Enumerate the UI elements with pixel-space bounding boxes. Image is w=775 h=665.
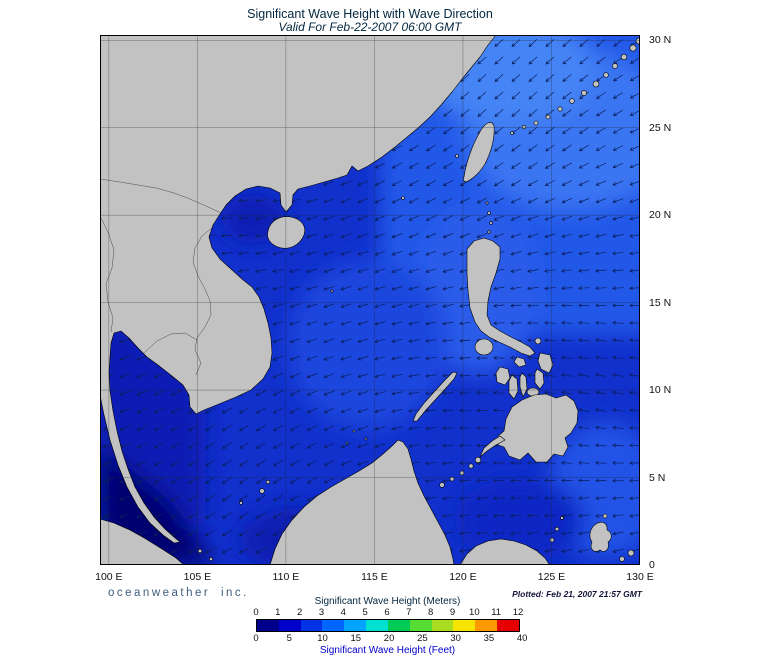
island-mindoro <box>474 338 494 356</box>
land-layer <box>100 35 640 565</box>
lat-lon-grid <box>100 35 640 565</box>
feet-tick-label: 10 <box>317 633 328 644</box>
meters-tick-label: 11 <box>491 607 502 618</box>
colorbar-segment <box>344 620 367 631</box>
lat-tick-label: 10 N <box>649 384 672 397</box>
chart-title: Significant Wave Height with Wave Direct… <box>247 7 493 21</box>
lon-tick-label: 125 E <box>537 571 566 583</box>
meters-tick-label: 6 <box>384 607 390 618</box>
feet-tick-label: 0 <box>253 633 259 644</box>
feet-tick-label: 40 <box>516 633 528 644</box>
lon-tick-label: 130 E <box>626 571 654 583</box>
colorbar-segment <box>409 620 432 631</box>
mainland-asia <box>100 35 497 544</box>
lat-tick-label: 30 N <box>649 34 672 47</box>
colorbar-segment <box>431 620 454 631</box>
colorbar-segment <box>366 620 388 631</box>
feet-tick-label: 30 <box>450 633 461 644</box>
feet-tick-label: 35 <box>483 633 495 644</box>
oceanweather-logo: oceanweather inc. <box>108 587 249 599</box>
lat-tick-label: 25 N <box>649 121 672 134</box>
colorbar-segment <box>387 620 410 631</box>
colorbar-segment <box>257 620 279 631</box>
colorbar-segment <box>497 620 519 631</box>
map-frame <box>100 35 640 565</box>
meters-tick-label: 3 <box>318 607 325 618</box>
island-borneo <box>269 439 455 565</box>
island-palawan <box>412 371 458 422</box>
lon-tick-label: 110 E <box>272 571 300 583</box>
wave-map-svg <box>100 35 640 565</box>
island-samar <box>537 352 554 374</box>
feet-tick-label: 25 <box>417 633 428 644</box>
feet-tick-label: 5 <box>286 633 292 644</box>
island-cebu <box>519 372 528 398</box>
island-panay <box>495 366 511 386</box>
meters-tick-label: 5 <box>362 607 368 618</box>
island-mindanao <box>497 393 579 463</box>
legend-feet-label: Significant Wave Height (Feet) <box>319 645 456 656</box>
meters-tick-label: 1 <box>275 607 281 618</box>
colorbar-segment <box>300 620 323 631</box>
meters-tick-label: 12 <box>512 607 524 618</box>
lat-tick-label: 20 N <box>649 209 672 222</box>
island-taiwan <box>463 122 495 183</box>
lon-tick-label: 115 E <box>361 571 388 583</box>
map-canvas <box>100 35 640 565</box>
colorbar-segment <box>322 620 345 631</box>
island-halmahera <box>589 521 612 552</box>
meters-tick-label: 10 <box>469 607 480 618</box>
lon-tick-label: 100 E <box>95 571 123 583</box>
meters-tick-label: 2 <box>297 607 303 618</box>
chart-valid-time: Valid For Feb-22-2007 06:00 GMT <box>278 20 462 34</box>
feet-tick-label: 20 <box>383 633 395 644</box>
zamboanga-peninsula <box>479 435 506 458</box>
meters-tick-label: 7 <box>406 607 412 618</box>
colorbar-segment <box>453 620 476 631</box>
small-islands <box>197 37 640 562</box>
lat-tick-label: 15 N <box>649 296 672 309</box>
island-catanduanes <box>534 337 542 345</box>
meters-tick-label: 8 <box>428 607 434 618</box>
colorbar-segment <box>278 620 301 631</box>
island-leyte <box>534 368 545 390</box>
lat-tick-label: 5 N <box>649 471 666 484</box>
lon-tick-label: 120 E <box>449 571 477 583</box>
lon-tick-label: 105 E <box>183 571 212 583</box>
colorbar-segment <box>475 620 498 631</box>
legend-meters-label: Significant Wave Height (Meters) <box>314 596 461 607</box>
legend-colorbar <box>256 619 520 632</box>
meters-tick-label: 9 <box>449 607 456 618</box>
feet-tick-label: 15 <box>350 633 362 644</box>
island-masbate <box>513 356 527 368</box>
lat-tick-label: 0 <box>649 559 655 571</box>
island-luzon <box>466 237 536 357</box>
meters-tick-label: 0 <box>253 607 259 618</box>
island-negros <box>508 374 519 400</box>
island-sumatra <box>100 518 185 565</box>
plotted-timestamp: Plotted: Feb 21, 2007 21:57 GMT <box>512 589 642 599</box>
meters-tick-label: 4 <box>340 607 346 618</box>
